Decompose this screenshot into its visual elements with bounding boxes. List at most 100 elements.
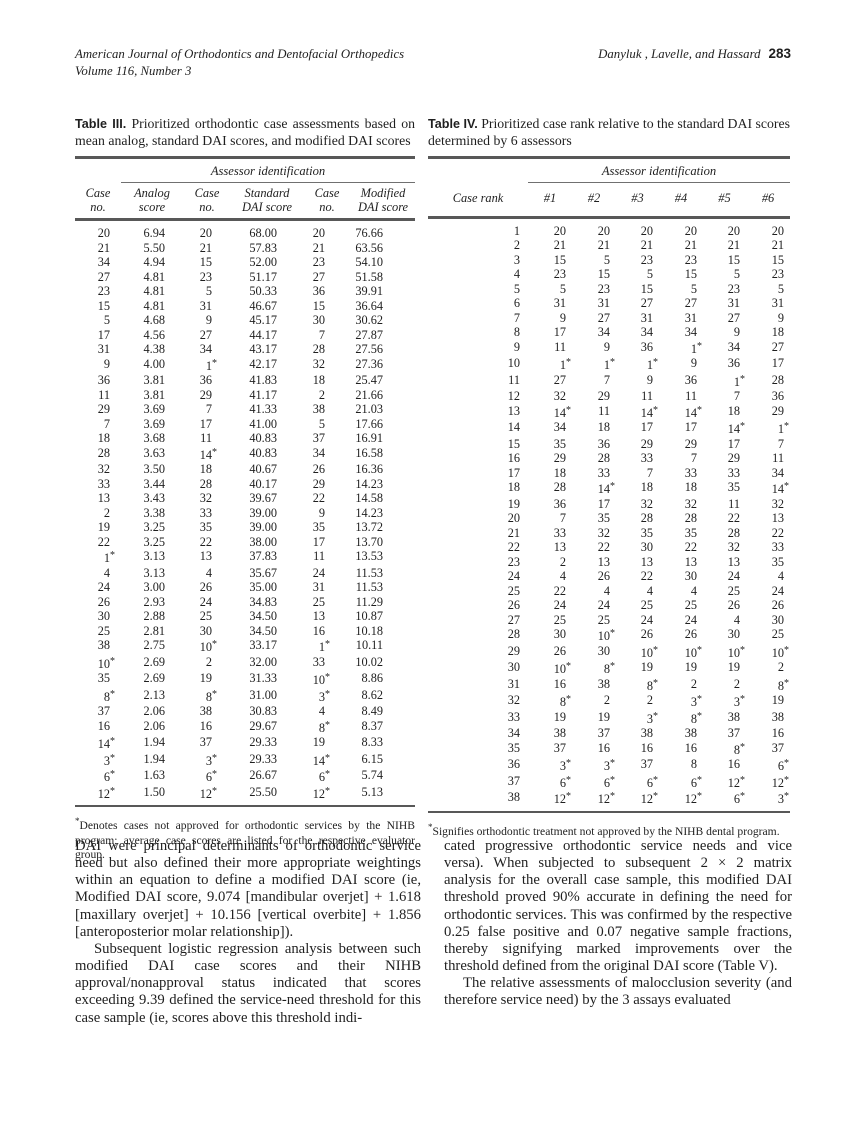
table-cell: 35 [771,554,785,569]
table-cell: 21.03 [355,402,384,416]
table-cell: 20 [771,223,785,238]
table-cell: 29 [507,643,520,658]
table-cell: 15 [727,252,740,267]
table-cell: 13 [640,554,653,569]
table-cell: 6.94 [143,226,165,240]
table-cell: 33 [97,476,110,491]
column-header: Standard DAI score [231,182,303,221]
table-cell: 16.36 [355,462,384,476]
table-cell: 25 [684,598,697,612]
column-header: Case no. [183,182,231,221]
table-cell: 1* [733,373,745,389]
table-cell: 21 [97,240,110,255]
table-cell: 24 [640,612,653,627]
table-cell: 23 [507,554,520,569]
table-cell: 33.17 [249,638,277,652]
table-cell: 32 [553,389,566,403]
table-cell: 7 [646,465,653,480]
table-cell: 22 [684,540,697,554]
column-header: #5 [703,182,746,219]
table-row: 16 29 28 33 7 29 11 [428,451,790,466]
table3-block: Table III. Prioritized orthodontic case … [75,116,416,863]
table-cell: 17 [727,436,740,451]
table-cell: 3* [646,710,658,726]
table-cell: 30 [199,623,212,638]
table-cell: 16 [312,623,325,638]
table-cell: 13 [597,554,610,569]
table-cell: 28 [199,476,212,491]
table-cell: 10* [684,644,702,660]
column-header: Case no. [75,182,121,221]
table-cell: 37 [199,735,212,749]
table-cell: 6.15 [361,751,384,766]
table-cell: 17 [312,534,325,549]
table-cell: 18 [597,420,610,434]
table-cell: 36 [597,436,610,451]
table-cell: 19 [507,496,520,511]
table-cell: 27 [199,327,212,342]
table-corner-cell [428,158,528,183]
table-cell: 4.38 [143,342,165,356]
table-cell: 51.17 [249,269,277,284]
table-cell: 25 [312,594,325,609]
table-cell: 26 [97,594,110,609]
table-cell: 20 [507,511,520,525]
table-cell: 5 [646,267,653,281]
table-row: 25 2.81 30 34.50 16 10.18 [75,624,415,639]
table-cell: 18 [727,403,740,418]
authors-and-page: Danyluk , Lavelle, and Hassard 283 [598,46,791,63]
table-cell: 10.87 [355,609,384,623]
table-cell: 20 [199,226,212,240]
table-cell: 4.68 [143,313,165,327]
table-cell: 31 [727,296,740,310]
table-cell: 28 [597,451,610,465]
table-cell: 4.81 [143,284,165,298]
table-cell: 36 [553,496,566,511]
table-cell: 24 [507,569,520,583]
table-cell: 30 [684,569,697,583]
table-cell: 41.33 [249,402,277,416]
table-cell: 2 [318,387,325,402]
table-cell: 34 [97,255,110,269]
table-cell: 33 [771,540,785,554]
assessor-identification-header: Assessor identification [121,157,416,183]
table-cell: 26 [507,598,520,612]
table-cell: 19 [771,693,785,707]
table-cell: 57.83 [249,240,277,255]
table-cell: 19 [640,660,653,674]
table-cell: 15 [684,267,697,281]
table-cell: 7 [690,451,697,465]
table4-block: Table IV. Prioritized case rank relative… [428,116,790,839]
table3-footnote-text: Denotes cases not approved for orthodont… [75,818,415,862]
table-cell: 7 [603,372,610,387]
table-cell: 26 [771,598,785,612]
table-cell: 34 [312,445,325,460]
table-cell: 11 [554,339,566,354]
table-cell: 8.33 [361,735,384,749]
table-cell: 17 [507,465,520,480]
table-cell: 3.43 [143,491,165,505]
table-cell: 31 [507,676,520,691]
table-cell: 6* [103,769,115,784]
table-cell: 19 [684,660,697,674]
table-cell: 29.67 [249,718,277,733]
table-cell: 2.69 [143,654,165,669]
table-cell: 19 [727,660,740,674]
table-cell: 1 [513,223,520,238]
table-cell: 32 [771,496,785,511]
table-cell: 8* [690,710,702,726]
table-cell: 4 [690,583,697,598]
table-cell: 11.53 [355,565,384,580]
table-cell: 1* [690,340,702,356]
table-cell: 3.25 [143,534,165,549]
table-cell: 29 [727,451,740,465]
table-cell: 16 [684,740,697,755]
table-cell: 22 [597,540,610,554]
table-cell: 38 [684,726,697,740]
table-cell: 7 [513,310,520,325]
table-cell: 52.00 [249,255,277,269]
table-corner-cell [75,158,121,183]
table-cell: 18 [199,462,212,476]
table-cell: 28 [727,525,740,540]
